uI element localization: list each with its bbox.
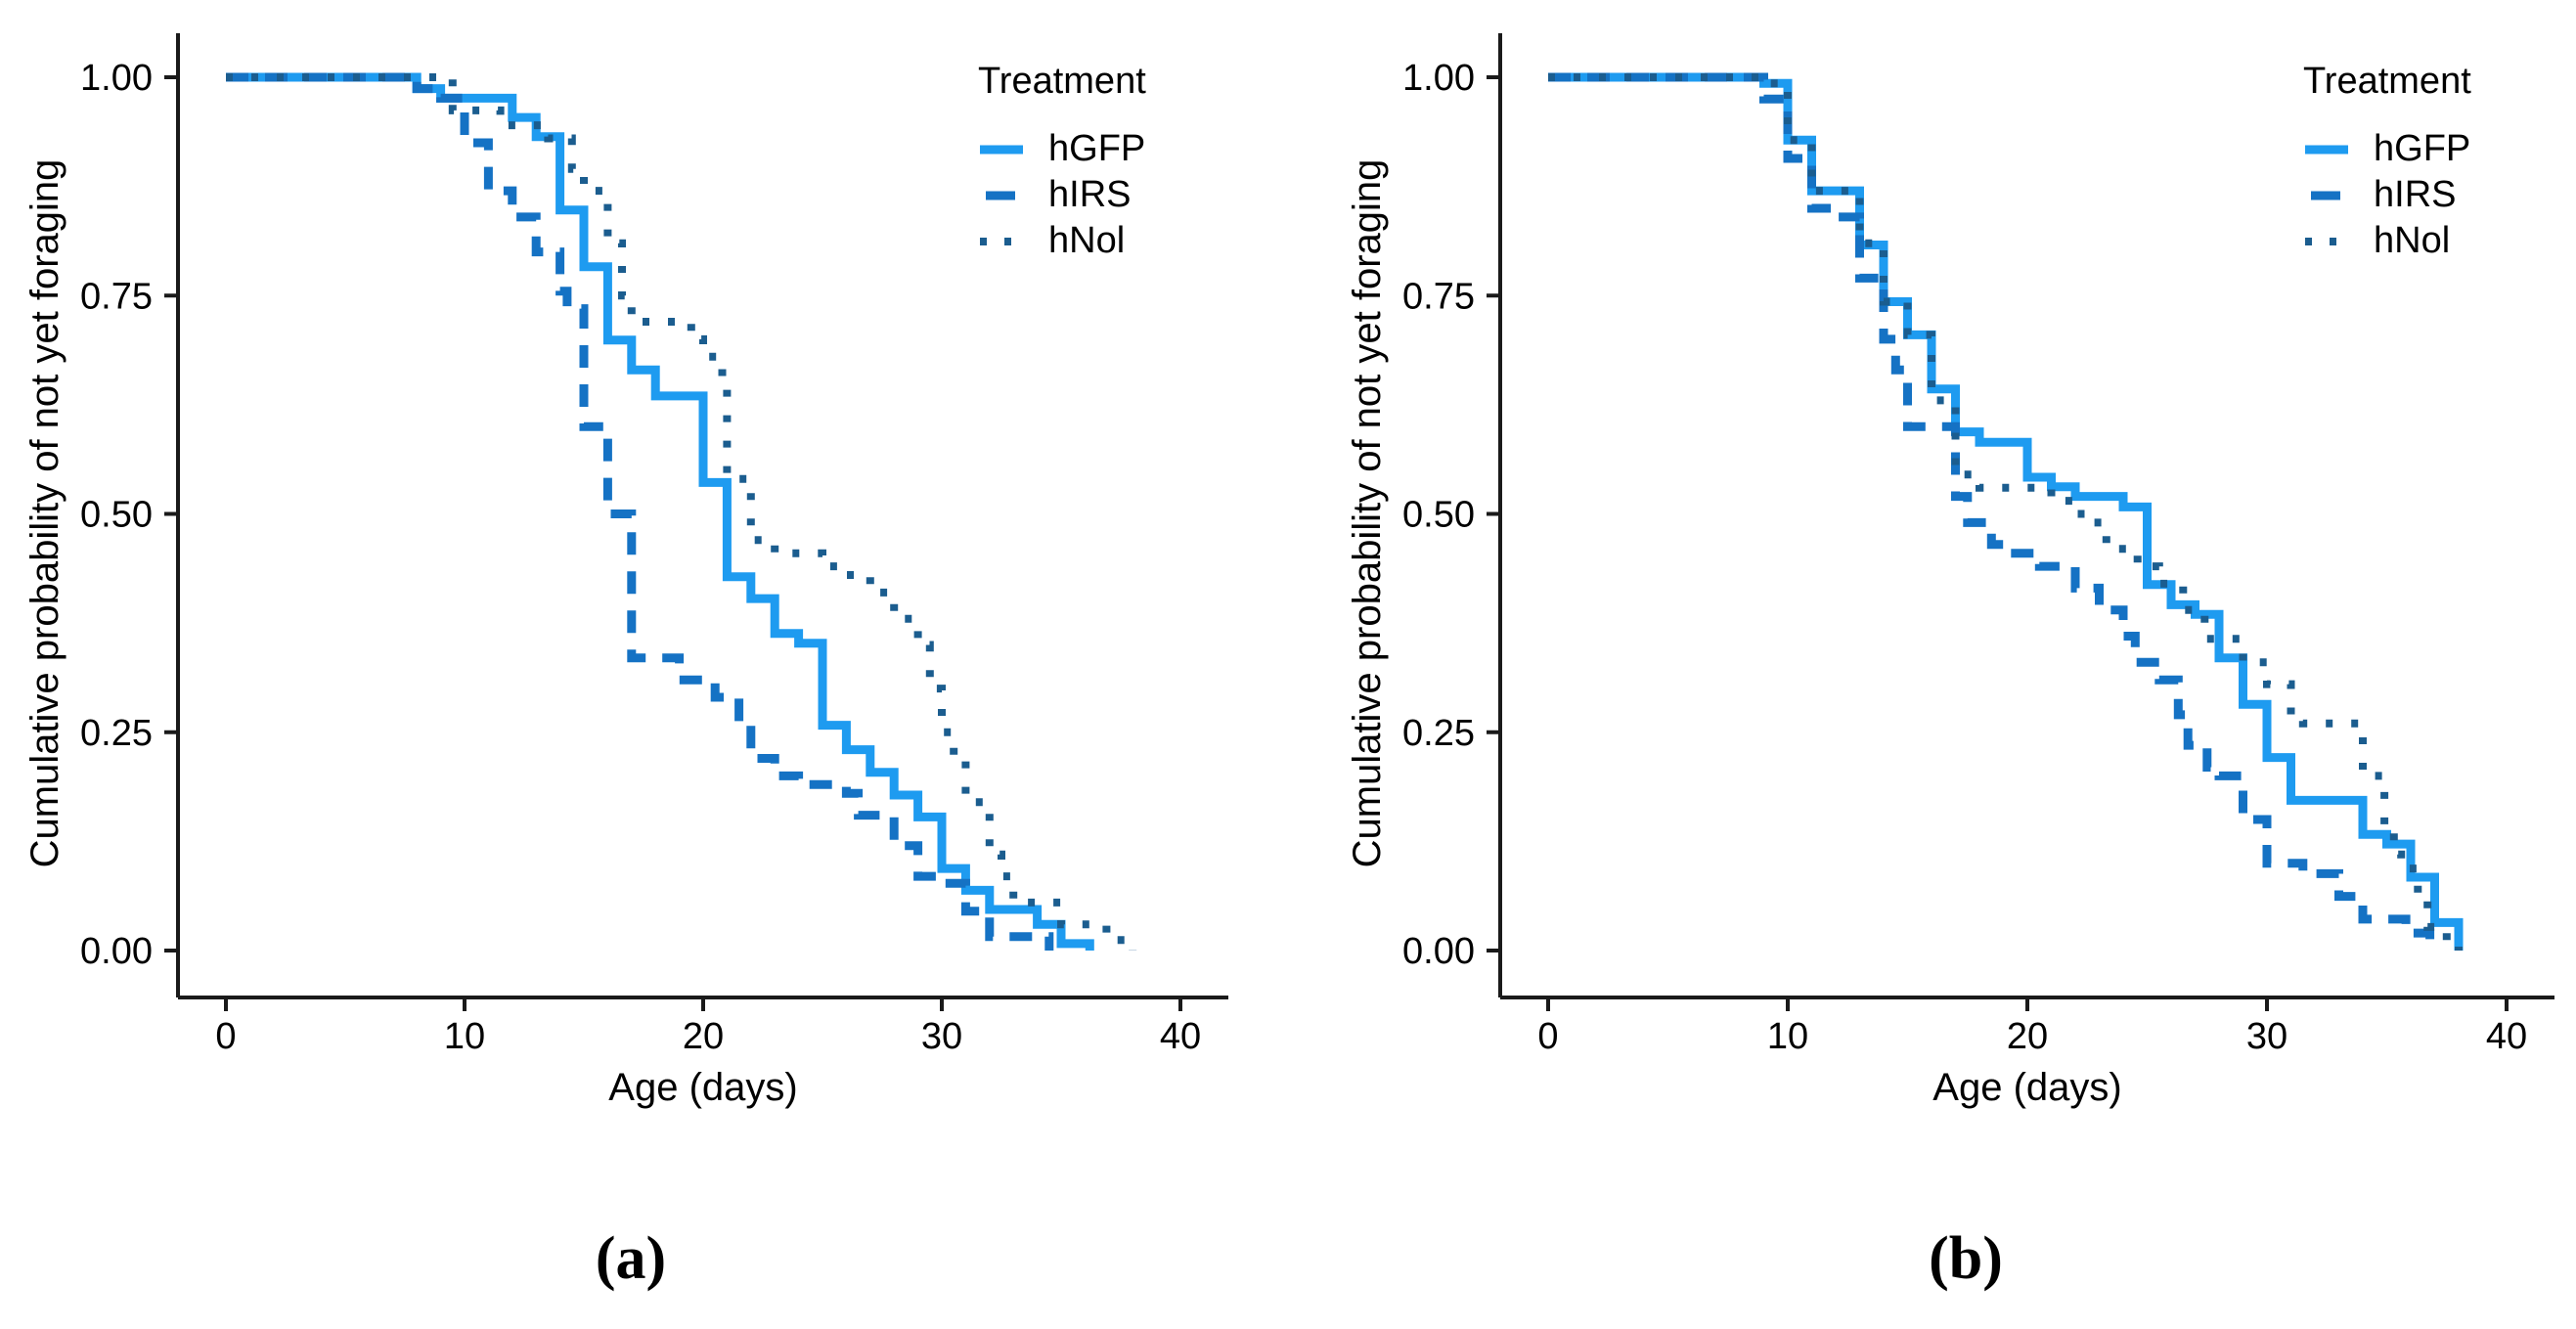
x-tick-label: 20: [683, 1016, 724, 1057]
legend-label-hirs: hIRS: [1048, 174, 1132, 215]
y-tick-label: 0.75: [1402, 276, 1475, 317]
x-tick-label: 40: [2486, 1016, 2527, 1057]
legend-label-hnol: hNol: [2374, 220, 2451, 261]
legend-label-hirs: hIRS: [2374, 174, 2457, 215]
legend-b: Treatment hGFP hIRS hNol: [2303, 61, 2557, 264]
y-tick-label: 0.00: [1402, 931, 1475, 972]
y-axis-title-a: Cumulative probability of not yet foragi…: [23, 158, 67, 868]
legend-entry-hnol: hNol: [2303, 218, 2557, 264]
legend-label-hgfp: hGFP: [1048, 128, 1146, 169]
y-tick-label: 1.00: [80, 58, 153, 99]
x-tick-label: 20: [2007, 1016, 2048, 1057]
panel-label-b: (b): [1929, 1225, 2003, 1292]
legend-entry-hgfp: hGFP: [2303, 126, 2557, 172]
y-tick-label: 0.25: [80, 713, 153, 754]
legend-entry-hirs: hIRS: [978, 172, 1232, 218]
x-tick-label: 30: [921, 1016, 962, 1057]
hirs-dashed-line-key-icon: [986, 191, 1015, 199]
y-tick-label: 0.25: [1402, 713, 1475, 754]
y-tick-label: 0.75: [80, 276, 153, 317]
legend-label-hgfp: hGFP: [2374, 128, 2471, 169]
legend-a: Treatment hGFP hIRS hNol: [978, 61, 1232, 264]
x-axis-title-a: Age (days): [608, 1066, 798, 1109]
y-tick-label: 0.50: [80, 495, 153, 536]
hgfp-solid-line-key-icon: [2305, 145, 2348, 154]
legend-title: Treatment: [978, 61, 1146, 102]
hgfp-solid-line-key-icon: [980, 145, 1023, 154]
hirs-dashed-line-key-icon: [2311, 191, 2340, 199]
legend-entry-hirs: hIRS: [2303, 172, 2557, 218]
y-tick-label: 0.50: [1402, 495, 1475, 536]
legend-entry-hgfp: hGFP: [978, 126, 1232, 172]
x-tick-label: 10: [444, 1016, 485, 1057]
hnol-dotted-line-key-icon: [2305, 237, 2348, 245]
survival-curve-hnol: [1548, 73, 2463, 951]
x-tick-label: 0: [215, 1016, 236, 1057]
survival-curve-hnol: [226, 73, 1137, 951]
hnol-dotted-line-key-icon: [980, 237, 1023, 245]
x-tick-label: 0: [1537, 1016, 1558, 1057]
legend-title: Treatment: [2303, 61, 2471, 102]
x-tick-label: 30: [2246, 1016, 2287, 1057]
x-axis-title-b: Age (days): [1932, 1066, 2122, 1109]
y-axis-title-b: Cumulative probability of not yet foragi…: [1346, 158, 1389, 868]
survival-curve-hirs: [1548, 72, 2435, 951]
x-tick-label: 40: [1160, 1016, 1201, 1057]
y-tick-label: 0.00: [80, 931, 153, 972]
x-tick-label: 10: [1767, 1016, 1808, 1057]
legend-label-hnol: hNol: [1048, 220, 1126, 261]
legend-entry-hnol: hNol: [978, 218, 1232, 264]
y-tick-label: 1.00: [1402, 58, 1475, 99]
panel-label-a: (a): [595, 1225, 667, 1292]
